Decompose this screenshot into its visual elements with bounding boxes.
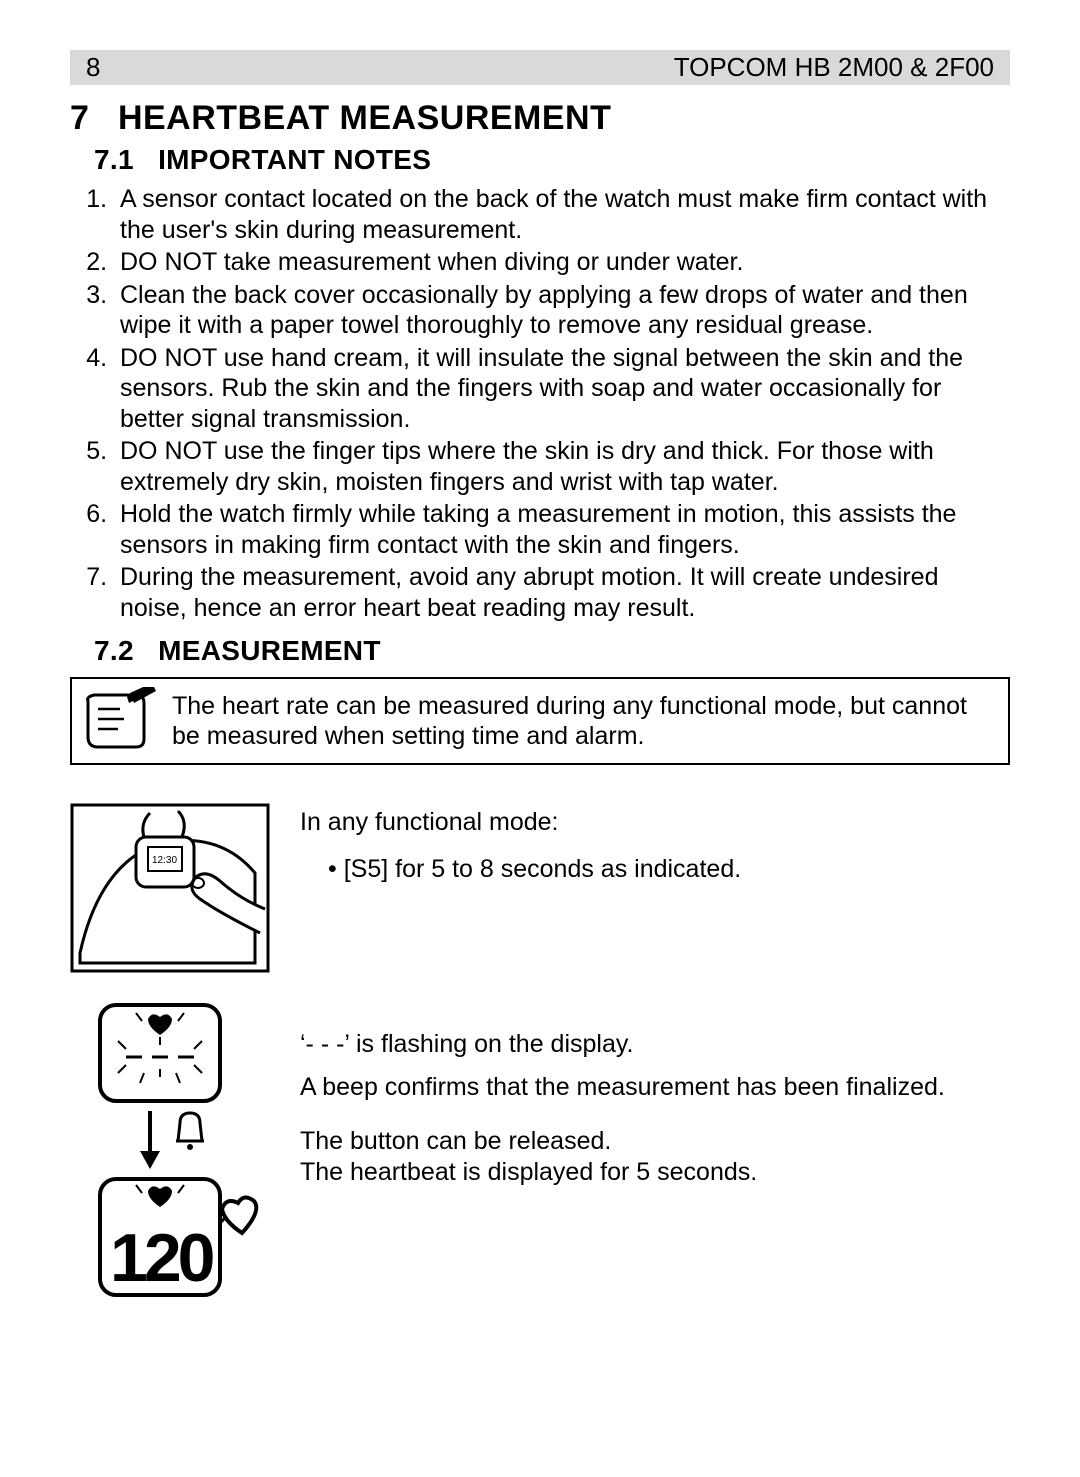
- section-title-text: HEARTBEAT MEASUREMENT: [118, 99, 611, 137]
- important-notes-list: A sensor contact located on the back of …: [70, 184, 1010, 623]
- watch-display-illustration: 120: [70, 1001, 270, 1311]
- page-header-bar: 8 TOPCOM HB 2M00 & 2F00: [70, 50, 1010, 85]
- step-2-text: ‘- - -’ is flashing on the display. A be…: [300, 1001, 945, 1187]
- subsection-2-title-text: MEASUREMENT: [158, 635, 381, 666]
- info-note-text: The heart rate can be measured during an…: [172, 691, 994, 752]
- section-number: 7: [70, 99, 108, 138]
- subsection-1-number: 7.1: [94, 144, 150, 176]
- document-page: 8 TOPCOM HB 2M00 & 2F00 7 HEARTBEAT MEAS…: [0, 0, 1080, 1477]
- svg-text:12:30: 12:30: [152, 855, 177, 866]
- subsection-1-heading: 7.1 IMPORTANT NOTES: [94, 144, 1010, 176]
- list-item: DO NOT use hand cream, it will insulate …: [114, 343, 1010, 435]
- list-item: DO NOT take measurement when diving or u…: [114, 247, 1010, 278]
- note-icon: [80, 687, 156, 755]
- info-note-box: The heart rate can be measured during an…: [70, 677, 1010, 765]
- step-2-line-1: ‘- - -’ is flashing on the display.: [300, 1029, 945, 1060]
- step-2-line-2: A beep confirms that the measurement has…: [300, 1072, 945, 1103]
- step-1-bullet: [S5] for 5 to 8 seconds as indicated.: [300, 854, 741, 885]
- list-item: Hold the watch firmly while taking a mea…: [114, 499, 1010, 560]
- svg-text:120: 120: [110, 1220, 214, 1296]
- measurement-step-1: 12:30 In any functional mode: [S5] for 5…: [70, 803, 1010, 973]
- subsection-1-title-text: IMPORTANT NOTES: [158, 144, 431, 175]
- product-name: TOPCOM HB 2M00 & 2F00: [674, 52, 994, 83]
- step-2-line-3: The button can be released.: [300, 1126, 945, 1157]
- subsection-2-heading: 7.2 MEASUREMENT: [94, 635, 1010, 667]
- subsection-2-number: 7.2: [94, 635, 150, 667]
- hand-pressing-watch-illustration: 12:30: [70, 803, 270, 973]
- list-item: A sensor contact located on the back of …: [114, 184, 1010, 245]
- list-item: Clean the back cover occasionally by app…: [114, 280, 1010, 341]
- list-item: DO NOT use the finger tips where the ski…: [114, 436, 1010, 497]
- step-1-text: In any functional mode: [S5] for 5 to 8 …: [300, 803, 741, 884]
- page-number: 8: [86, 52, 100, 83]
- measurement-step-2: 120 ‘- - -’ is flashing on the display. …: [70, 1001, 1010, 1311]
- list-item: During the measurement, avoid any abrupt…: [114, 562, 1010, 623]
- step-1-intro: In any functional mode:: [300, 807, 741, 838]
- section-heading: 7 HEARTBEAT MEASUREMENT: [70, 99, 1010, 138]
- step-2-line-4: The heartbeat is displayed for 5 seconds…: [300, 1157, 945, 1188]
